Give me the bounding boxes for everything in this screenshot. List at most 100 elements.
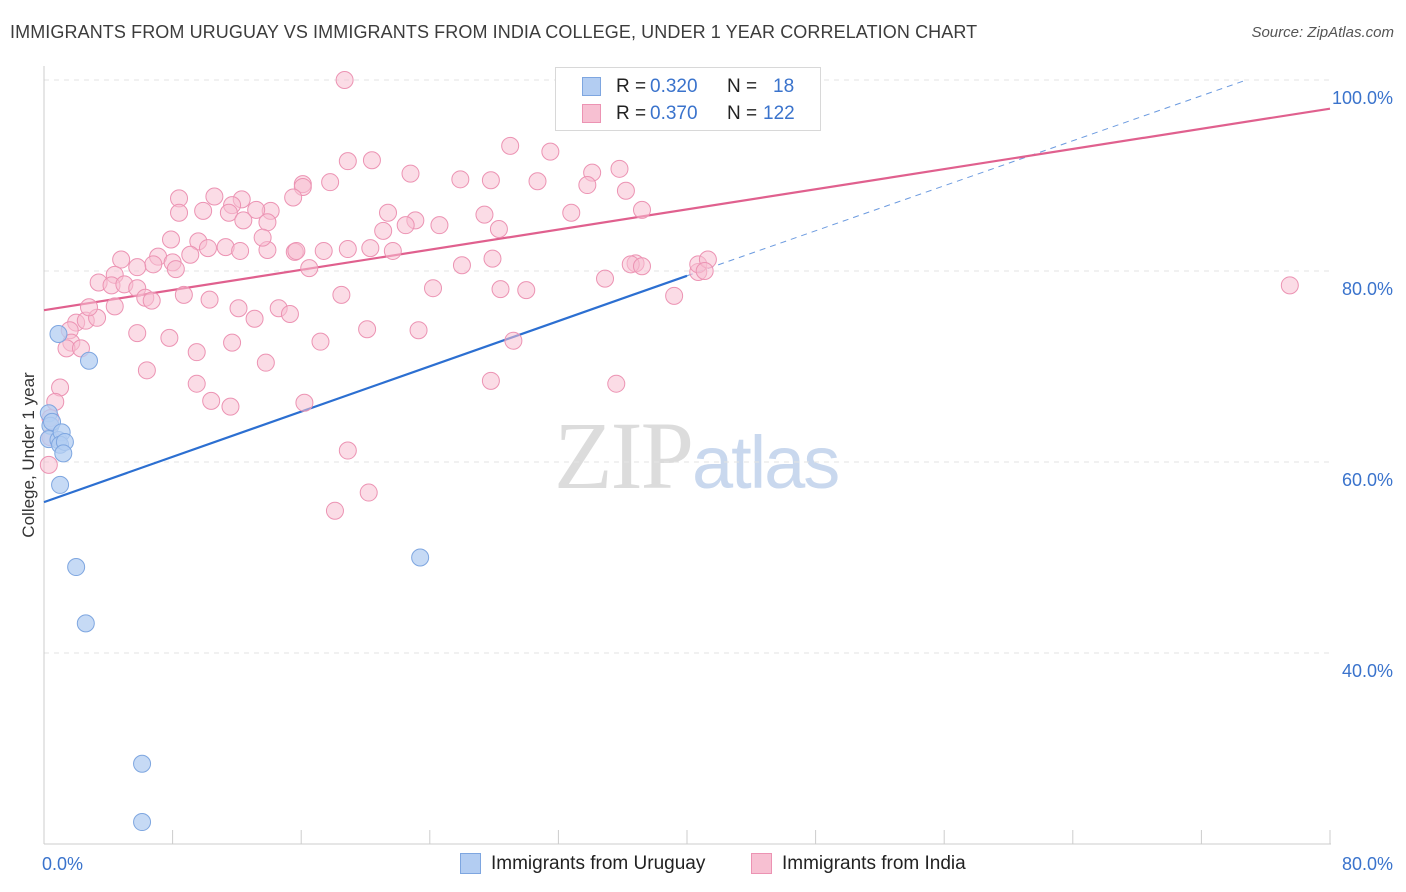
data-point-india	[311, 332, 330, 351]
data-point-india	[256, 353, 275, 372]
data-point-india	[200, 290, 219, 309]
legend-swatch-india	[751, 853, 772, 874]
data-point-india	[280, 304, 299, 323]
data-point-uruguay	[51, 475, 70, 494]
data-point-india	[528, 172, 547, 191]
data-point-india	[181, 245, 200, 264]
data-point-india	[205, 187, 224, 206]
legend-row-uruguay: R = 0.320 N = 18	[556, 74, 820, 100]
y-tick-label: 80.0%	[1342, 279, 1393, 299]
data-point-india	[424, 279, 443, 298]
data-point-india	[229, 299, 248, 318]
data-point-india	[578, 176, 597, 195]
legend-item-uruguay[interactable]: Immigrants from Uruguay	[460, 852, 760, 876]
data-point-india	[401, 164, 420, 183]
legend-item-india[interactable]: Immigrants from India	[751, 852, 1011, 876]
data-point-india	[338, 152, 357, 171]
data-point-india	[258, 213, 277, 232]
legend-n-value: 18	[773, 76, 795, 97]
data-point-india	[359, 483, 378, 502]
data-point-india	[247, 200, 266, 219]
data-point-india	[128, 258, 147, 277]
data-point-india	[338, 441, 357, 460]
legend-n-label: N =	[727, 76, 758, 97]
data-point-india	[80, 298, 99, 317]
data-point-india	[483, 249, 502, 268]
data-point-india	[128, 324, 147, 343]
x-tick-label: 0.0%	[42, 854, 83, 874]
data-point-india	[161, 230, 180, 249]
data-point-uruguay	[49, 325, 68, 344]
data-point-india	[358, 320, 377, 339]
watermark-zip: ZIP	[554, 402, 694, 509]
data-point-india	[632, 257, 651, 276]
data-point-india	[187, 343, 206, 362]
data-point-india	[379, 203, 398, 222]
data-point-india	[112, 250, 131, 269]
legend-r-label: R =	[616, 76, 647, 97]
data-point-india	[170, 203, 189, 222]
axes	[43, 66, 1331, 845]
data-point-india	[607, 374, 626, 393]
data-point-india	[300, 259, 319, 278]
chart-title: IMMIGRANTS FROM URUGUAY VS IMMIGRANTS FR…	[10, 22, 978, 42]
data-point-india	[314, 241, 333, 260]
data-point-india	[1280, 276, 1299, 295]
data-point-india	[198, 239, 217, 258]
data-point-india	[383, 241, 402, 260]
data-point-india	[491, 280, 510, 299]
data-point-uruguay	[80, 351, 99, 370]
data-point-india	[452, 256, 471, 275]
x-tick-label: 80.0%	[1342, 854, 1393, 874]
data-point-india	[321, 173, 340, 192]
data-point-india	[287, 241, 306, 260]
data-point-uruguay	[76, 614, 95, 633]
gridlines	[44, 79, 1330, 654]
data-point-india	[374, 221, 393, 240]
data-point-uruguay	[67, 558, 86, 577]
data-point-uruguay	[133, 813, 152, 832]
data-point-india	[39, 455, 58, 474]
data-point-india	[202, 391, 221, 410]
data-point-india	[409, 321, 428, 340]
data-point-india	[396, 216, 415, 235]
source-credit: Source: ZipAtlas.com	[1251, 24, 1394, 41]
tick-labels: 100.0% 80.0% 60.0% 40.0% 0.0% 80.0%	[42, 88, 1393, 874]
data-point-india	[325, 501, 344, 520]
legend-row-india: R = 0.370 N = 122	[556, 101, 820, 127]
legend-box: R = 0.320 N = 18 R = 0.370 N = 122	[555, 67, 821, 131]
data-point-india	[245, 309, 264, 328]
data-point-india	[105, 297, 124, 316]
legend-n-label: N =	[727, 103, 758, 124]
data-point-india	[562, 203, 581, 222]
legend-swatch-uruguay	[582, 77, 601, 96]
data-point-india	[451, 170, 470, 189]
data-point-india	[632, 200, 651, 219]
data-point-india	[166, 260, 185, 279]
data-point-india	[335, 71, 354, 89]
data-point-india	[284, 188, 303, 207]
data-point-india	[338, 240, 357, 259]
data-point-india	[489, 219, 508, 238]
data-point-india	[253, 228, 272, 247]
data-point-india	[174, 285, 193, 304]
trend-line-india	[43, 107, 1331, 312]
data-point-india	[481, 371, 500, 390]
data-point-india	[695, 262, 714, 280]
data-point-india	[596, 269, 615, 288]
y-tick-label: 100.0%	[1332, 88, 1393, 108]
data-point-uruguay	[411, 548, 430, 567]
data-point-uruguay	[133, 754, 152, 773]
legend-r-value: 0.320	[650, 76, 698, 97]
data-point-uruguay	[54, 444, 73, 463]
data-point-india	[541, 142, 560, 161]
points-uruguay	[39, 71, 631, 832]
legend-swatch-india	[582, 104, 601, 123]
data-point-india	[475, 205, 494, 224]
data-point-india	[160, 328, 179, 347]
y-tick-label: 60.0%	[1342, 470, 1393, 490]
y-tick-label: 40.0%	[1342, 661, 1393, 681]
points-india	[39, 71, 1299, 520]
legend-r-value: 0.370	[650, 103, 698, 124]
